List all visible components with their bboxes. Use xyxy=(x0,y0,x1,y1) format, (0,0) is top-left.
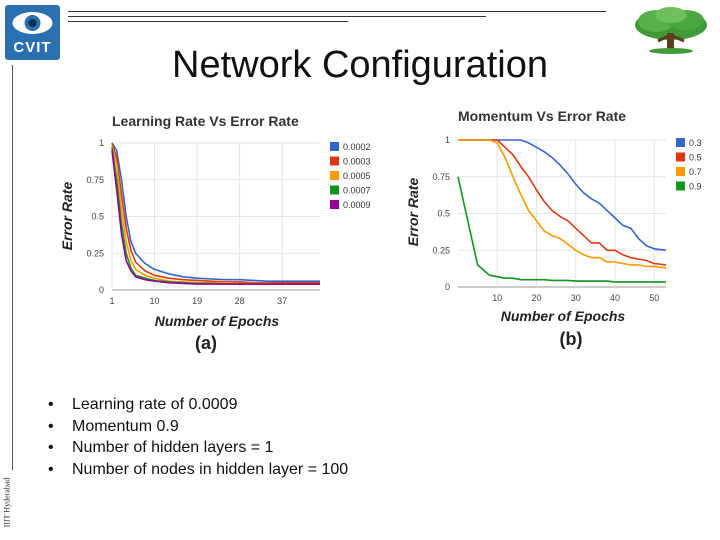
y-tick-label: 0.5 xyxy=(437,209,450,219)
series-line-0.0002 xyxy=(111,142,320,282)
list-item: • Number of hidden layers = 1 xyxy=(48,437,348,459)
series-line-0.9 xyxy=(457,176,666,283)
y-tick-label: 0.75 xyxy=(432,172,450,182)
chart-caption: (a) xyxy=(195,333,217,353)
y-tick-label: 0.25 xyxy=(432,245,450,255)
chart-momentum: Momentum Vs Error Rate 0 0.25 0.5 0.75 1 10 2… xyxy=(405,108,702,349)
config-list: • Learning rate of 0.0009 • Momentum 0.9 •… xyxy=(48,394,348,480)
eye-icon xyxy=(12,12,53,34)
y-tick-label: 1 xyxy=(445,135,450,145)
y-axis-label: Error Rate xyxy=(59,182,75,251)
x-tick-label: 37 xyxy=(277,296,287,306)
list-item: • Number of nodes in hidden layer = 100 xyxy=(48,459,348,481)
x-tick-label: 28 xyxy=(235,296,245,306)
legend-label: 0.5 xyxy=(689,153,702,163)
x-tick-label: 40 xyxy=(610,293,620,303)
legend-label: 0.0009 xyxy=(343,200,371,210)
list-item: • Learning rate of 0.0009 xyxy=(48,394,348,416)
cvit-logo: CVIT xyxy=(5,5,60,60)
y-tick-label: 0.75 xyxy=(86,175,104,185)
series-line-0.0009 xyxy=(111,150,320,285)
legend-swatch xyxy=(330,171,339,180)
x-tick-label: 30 xyxy=(571,293,581,303)
y-axis-label: Error Rate xyxy=(405,178,421,247)
y-tick-label: 0.5 xyxy=(91,212,104,222)
legend-swatch xyxy=(330,200,339,209)
legend-swatch xyxy=(330,142,339,151)
list-item: • Momentum 0.9 xyxy=(48,416,348,438)
legend-label: 0.3 xyxy=(689,138,702,148)
x-tick-label: 10 xyxy=(150,296,160,306)
institute-label: IIIT Hyderabad xyxy=(2,477,12,528)
legend-swatch xyxy=(330,185,339,195)
chart-learning-rate: Learning Rate Vs Error Rate 0 0.25 0.5 0.75… xyxy=(59,113,371,353)
series-line-0.7 xyxy=(458,139,667,269)
x-tick-label: 1 xyxy=(109,296,114,306)
header-rule xyxy=(68,11,606,12)
y-tick-label: 0 xyxy=(445,282,450,292)
bullet-dot: • xyxy=(48,439,54,456)
header-rule xyxy=(68,21,348,22)
x-tick-label: 19 xyxy=(192,296,202,306)
series-line-0.3 xyxy=(458,139,667,252)
series-line-0.5 xyxy=(458,139,667,266)
x-tick-label: 10 xyxy=(492,293,502,303)
x-tick-label: 20 xyxy=(531,293,541,303)
y-tick-label: 0.25 xyxy=(86,248,104,258)
bullet-dot: • xyxy=(48,417,54,435)
y-tick-label: 1 xyxy=(99,138,104,148)
chart-title: Learning Rate Vs Error Rate xyxy=(112,113,299,129)
series-line-0.0005 xyxy=(111,145,320,285)
legend-swatch xyxy=(676,181,685,191)
chart-caption: (b) xyxy=(560,329,583,349)
tree-logo xyxy=(635,7,707,54)
x-axis-label: Number of Epochs xyxy=(155,313,280,329)
list-item-text: Number of hidden layers = 1 xyxy=(72,439,274,456)
legend-label: 0.7 xyxy=(689,167,702,177)
page-title: Network Configuration xyxy=(172,44,548,86)
list-item-text: Number of nodes in hidden layer = 100 xyxy=(72,460,349,478)
x-tick-label: 50 xyxy=(649,293,659,303)
list-item-text: Learning rate of 0.0009 xyxy=(72,396,238,413)
y-tick-label: 0 xyxy=(99,285,104,295)
legend-swatch xyxy=(676,138,685,147)
legend-label: 0.0005 xyxy=(343,171,371,181)
x-axis-label: Number of Epochs xyxy=(501,308,626,324)
chart-title: Momentum Vs Error Rate xyxy=(458,108,626,124)
legend-label: 0.0003 xyxy=(343,157,371,167)
legend-swatch xyxy=(330,156,339,166)
logo-text: CVIT xyxy=(13,39,52,56)
bullet-dot: • xyxy=(48,460,54,478)
legend-label: 0.9 xyxy=(689,182,702,192)
legend-swatch xyxy=(676,152,685,162)
left-divider xyxy=(12,65,13,470)
series-line-0.0007 xyxy=(111,147,320,285)
list-item-text: Momentum 0.9 xyxy=(72,417,179,435)
header-rule xyxy=(68,16,486,17)
legend-swatch xyxy=(676,167,685,176)
legend-label: 0.0007 xyxy=(343,186,371,196)
bullet-dot: • xyxy=(48,396,54,413)
legend-label: 0.0002 xyxy=(343,142,371,152)
